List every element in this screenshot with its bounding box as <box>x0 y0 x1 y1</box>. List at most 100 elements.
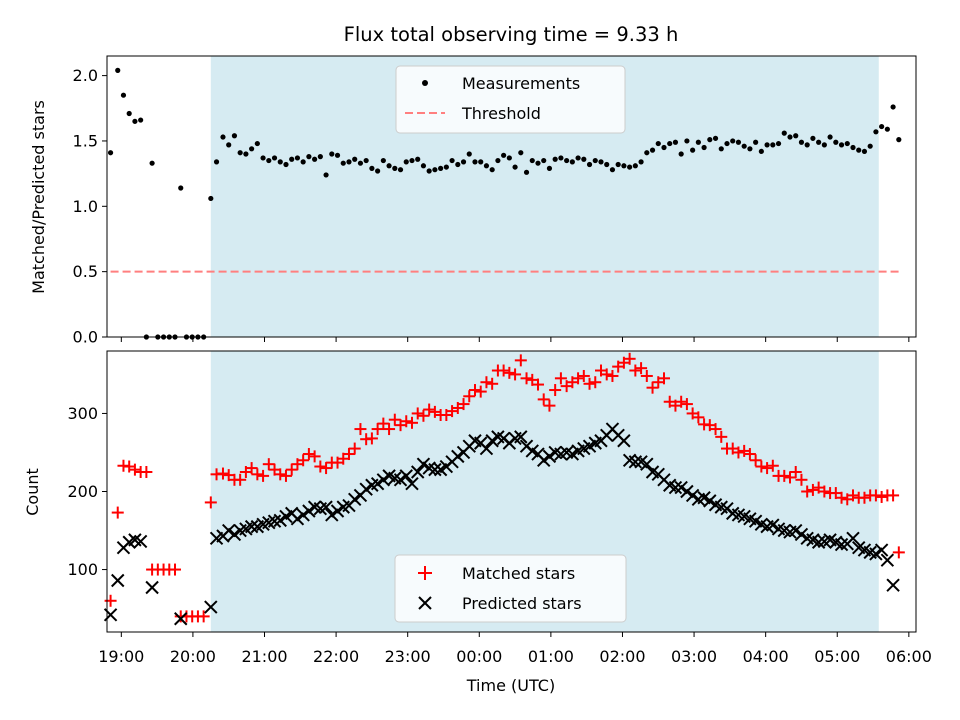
matched-stars-point <box>543 399 556 412</box>
y-tick-label: 0.5 <box>73 262 98 281</box>
measurements-point <box>523 169 530 175</box>
measurements-point <box>586 161 593 168</box>
x-tick-label: 21:00 <box>241 647 287 666</box>
time-x-axis-label: Time (UTC) <box>466 676 555 695</box>
predicted-stars-point <box>451 449 465 464</box>
measurements-point <box>638 159 644 165</box>
matched-stars-point <box>400 415 413 428</box>
measurements-point <box>334 152 341 158</box>
measurements-point <box>266 157 272 164</box>
time-x-axis: 19:00 20:00 21:00 22:00 23:00 00:00 01:00 02:00… <box>98 632 932 666</box>
predicted-stars-point <box>302 504 316 518</box>
measurements-point <box>546 165 553 171</box>
ratio-y-axis: 0.0 0.5 1.0 1.5 2.0 <box>73 66 107 347</box>
measurements-point <box>896 137 902 143</box>
measurements-point <box>380 157 386 164</box>
measurements-point <box>472 159 478 165</box>
matched-stars-point <box>111 506 124 519</box>
measurements-point <box>890 104 896 110</box>
predicted-stars-point <box>296 508 310 522</box>
ratio-legend: Measurements Threshold <box>395 65 626 134</box>
measurements-point <box>346 159 352 165</box>
matched-stars-point <box>657 372 670 385</box>
ratio-legend-box <box>395 65 626 134</box>
measurements-point <box>489 167 495 173</box>
measurements-point <box>178 185 184 191</box>
matched-stars-point <box>354 423 367 436</box>
predicted-stars-point <box>680 484 694 499</box>
measurements-point <box>758 148 764 155</box>
measurements-point <box>120 92 127 98</box>
matched-stars-point <box>257 469 270 482</box>
predicted-stars-point <box>244 519 259 534</box>
count-y-axis-label: Count <box>23 468 42 516</box>
measurements-point <box>438 165 444 171</box>
matched-stars-point <box>640 369 653 382</box>
matched-stars-point <box>761 462 774 475</box>
matched-stars-point <box>755 460 768 473</box>
matched-stars-point <box>365 432 378 445</box>
matched-stars-point <box>486 377 499 390</box>
x-tick-label: 20:00 <box>170 647 216 666</box>
measurements-point <box>277 159 283 165</box>
matched-stars-point <box>600 368 613 381</box>
matched-stars-point <box>128 463 141 476</box>
measurements-point <box>249 146 255 152</box>
matched-stars-point <box>766 459 779 472</box>
measurements-point <box>300 159 306 165</box>
measurements-point <box>107 150 114 156</box>
matched-stars-point <box>537 393 550 406</box>
measurements-point <box>684 138 690 144</box>
matched-stars-point <box>417 409 430 422</box>
measurements-point <box>798 139 805 145</box>
measurements-point <box>661 144 667 151</box>
measurements-point <box>271 155 278 161</box>
measurements-point <box>518 150 524 156</box>
measurements-point <box>649 147 656 153</box>
measurements-point <box>810 135 816 141</box>
measurements-point <box>632 163 638 169</box>
matched-stars-point <box>692 411 705 424</box>
x-tick-label: 02:00 <box>599 647 645 666</box>
measurements-point <box>449 157 455 164</box>
measurements-point <box>667 140 673 147</box>
matched-stars-point <box>680 398 693 411</box>
predicted-stars-point <box>685 488 700 503</box>
x-tick-label: 05:00 <box>814 647 860 666</box>
matched-stars-point <box>583 377 596 390</box>
measurements-point <box>415 156 421 162</box>
x-tick-label: 00:00 <box>456 647 502 666</box>
measurements-point <box>655 140 661 147</box>
matched-stars-point <box>606 369 619 382</box>
matched-stars-point <box>371 423 384 436</box>
matched-stars-point <box>554 372 567 385</box>
matched-stars-point <box>348 442 361 455</box>
y-tick-label: 1.5 <box>73 131 98 150</box>
matched-stars-point <box>297 454 310 467</box>
matched-stars-point <box>405 416 418 429</box>
measurements-point <box>735 139 742 145</box>
y-tick-label: 0.0 <box>73 328 98 347</box>
matched-stars-point <box>251 468 264 481</box>
matched-stars-point <box>869 489 882 502</box>
matched-stars-point <box>589 376 602 389</box>
predicted-stars-point <box>133 534 148 549</box>
measurements-point <box>397 167 404 173</box>
measurements-point <box>512 164 518 170</box>
predicted-stars-point <box>674 480 688 495</box>
predicted-stars-point <box>111 573 125 588</box>
predicted-stars-point <box>789 523 803 538</box>
measurements-point <box>386 163 392 169</box>
legend-matched-label: Matched stars <box>462 564 575 583</box>
measurements-point <box>312 156 318 162</box>
measurements-point <box>581 156 587 162</box>
measurements-point <box>833 139 839 145</box>
measurements-point <box>575 155 581 161</box>
matched-stars-point <box>342 448 355 461</box>
measurements-point <box>375 168 381 174</box>
measurements-point <box>678 151 684 157</box>
measurements-point <box>884 126 890 132</box>
matched-stars-point <box>274 468 287 481</box>
legend-measurements-marker <box>422 80 428 86</box>
predicted-stars-point <box>766 518 780 532</box>
